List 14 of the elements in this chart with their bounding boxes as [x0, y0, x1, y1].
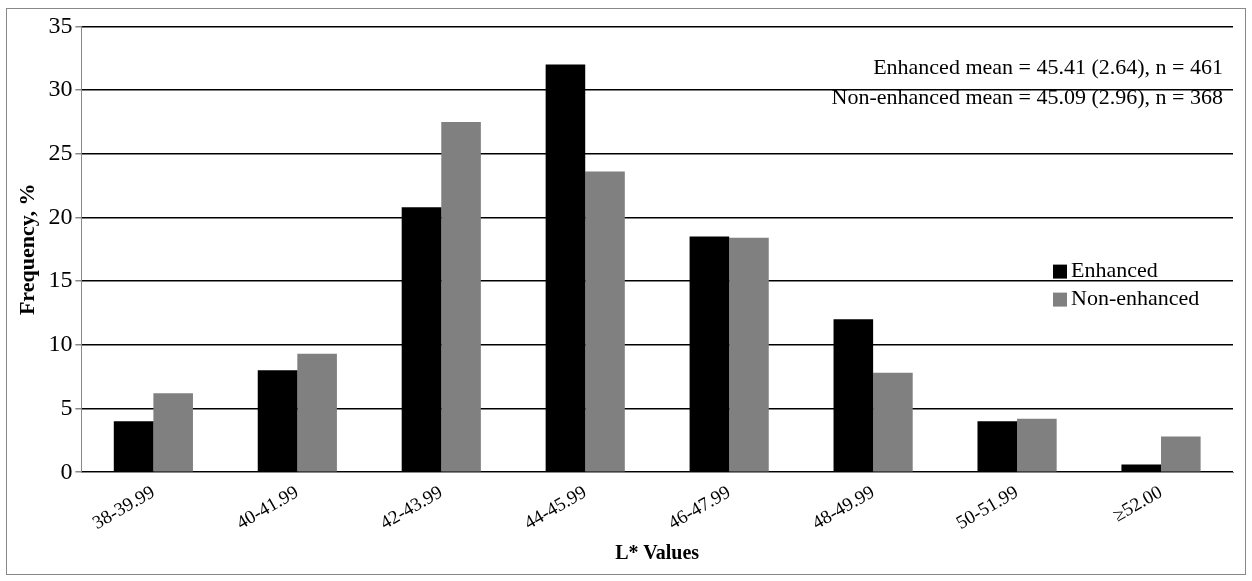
x-axis-title: L* Values	[615, 541, 700, 564]
y-tick-label: 35	[48, 11, 73, 38]
annotation: Non-enhanced mean = 45.09 (2.96), n = 368	[831, 84, 1223, 110]
y-tick-label: 25	[48, 139, 73, 166]
y-tick-label: 0	[60, 457, 73, 484]
y-tick-label: 15	[48, 266, 73, 293]
y-axis-title: Frequency, %	[13, 183, 39, 316]
annotation: Enhanced mean = 45.41 (2.64), n = 461	[873, 54, 1223, 80]
legend-label: Enhanced	[1071, 257, 1158, 283]
y-tick-label: 10	[48, 330, 73, 357]
y-tick-label: 30	[48, 75, 73, 102]
y-tick-label: 20	[48, 202, 73, 229]
legend-label: Non-enhanced	[1071, 285, 1200, 311]
y-tick-label: 5	[60, 393, 73, 420]
